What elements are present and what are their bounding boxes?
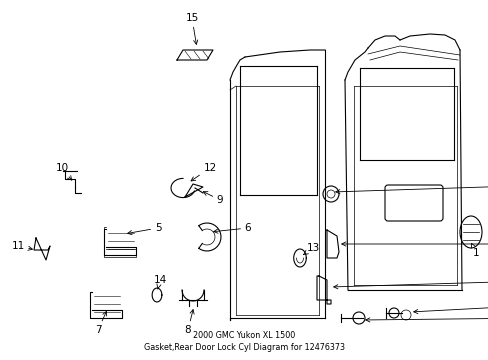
Text: 4: 4 bbox=[365, 313, 488, 323]
Text: 1: 1 bbox=[470, 243, 478, 258]
Text: 14: 14 bbox=[153, 275, 166, 289]
Text: 12: 12 bbox=[191, 163, 216, 181]
Text: 8: 8 bbox=[184, 310, 194, 335]
Text: 5: 5 bbox=[127, 223, 161, 235]
Text: 15: 15 bbox=[185, 13, 198, 44]
Text: 7: 7 bbox=[95, 311, 106, 335]
Text: 2000 GMC Yukon XL 1500
Gasket,Rear Door Lock Cyl Diagram for 12476373: 2000 GMC Yukon XL 1500 Gasket,Rear Door … bbox=[143, 331, 344, 352]
Text: 6: 6 bbox=[213, 223, 251, 233]
Text: 11: 11 bbox=[11, 241, 32, 251]
Text: 13: 13 bbox=[303, 243, 319, 255]
Text: 10: 10 bbox=[55, 163, 72, 180]
Text: 16: 16 bbox=[341, 239, 488, 249]
Text: 17: 17 bbox=[413, 297, 488, 314]
Text: 9: 9 bbox=[203, 192, 223, 205]
Text: 3: 3 bbox=[333, 277, 488, 289]
Text: 2: 2 bbox=[335, 181, 488, 194]
